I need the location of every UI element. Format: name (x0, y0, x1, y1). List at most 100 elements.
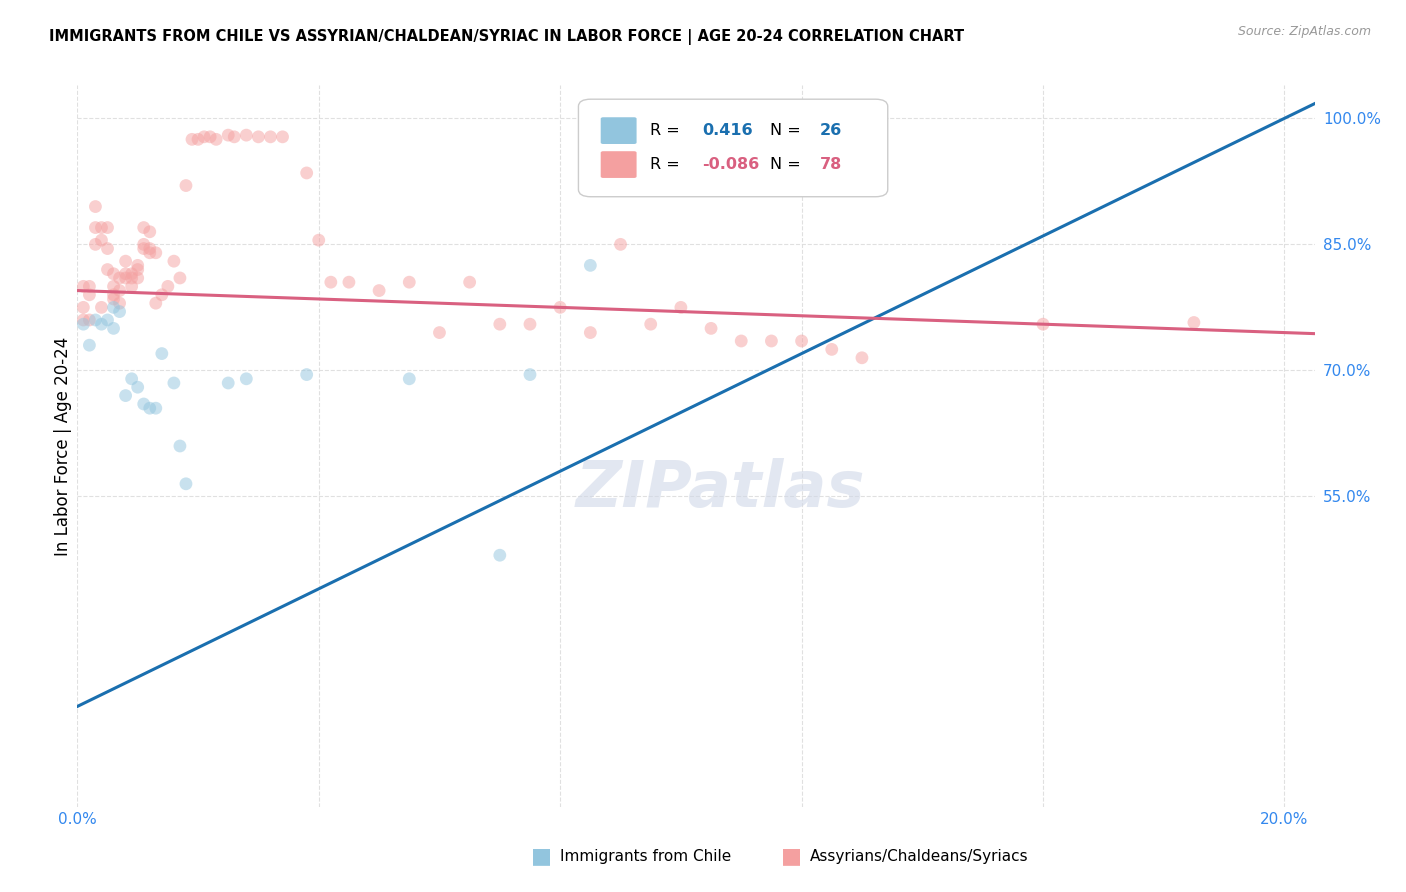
Point (181, 132, 204, 146)
Point (103, 321, 125, 335)
Point (761, 334, 783, 348)
Point (79, 279, 101, 293)
Point (132, 220, 155, 235)
Point (519, 317, 541, 331)
Point (96, 313, 118, 327)
Point (319, 275, 342, 289)
Point (103, 301, 125, 315)
Point (79, 313, 101, 327)
Point (72, 317, 94, 331)
Point (851, 351, 873, 365)
Point (127, 271, 149, 285)
Point (90, 220, 112, 235)
Point (193, 129, 215, 144)
Point (821, 343, 844, 357)
Text: N =: N = (770, 123, 806, 137)
Point (488, 548, 510, 562)
Point (235, 128, 257, 143)
Point (235, 372, 257, 386)
Point (84, 220, 107, 235)
Text: 26: 26 (820, 123, 842, 137)
Point (150, 346, 173, 360)
Point (398, 275, 420, 289)
Point (730, 334, 752, 348)
Text: R =: R = (650, 157, 685, 172)
Point (519, 368, 541, 382)
Point (187, 132, 209, 146)
Point (156, 279, 179, 293)
Point (127, 262, 149, 277)
Point (247, 129, 270, 144)
Point (669, 301, 692, 315)
Point (429, 326, 451, 340)
Text: Immigrants from Chile: Immigrants from Chile (560, 849, 731, 863)
Point (163, 254, 186, 268)
Point (90, 233, 112, 247)
Point (174, 178, 197, 193)
Point (198, 129, 221, 144)
Point (368, 284, 391, 298)
Point (103, 279, 125, 293)
Point (308, 233, 330, 247)
Text: N =: N = (770, 157, 806, 172)
Point (79, 287, 101, 301)
Point (217, 376, 239, 390)
Point (96, 242, 118, 256)
Text: ■: ■ (531, 847, 551, 866)
Point (224, 129, 246, 144)
Point (640, 317, 662, 331)
FancyBboxPatch shape (578, 99, 887, 197)
Point (579, 259, 602, 273)
Point (79, 338, 101, 352)
Point (217, 128, 239, 143)
Point (72, 301, 94, 315)
Point (84, 313, 107, 327)
Text: IMMIGRANTS FROM CHILE VS ASSYRIAN/CHALDEAN/SYRIAC IN LABOR FORCE | AGE 20-24 COR: IMMIGRANTS FROM CHILE VS ASSYRIAN/CHALDE… (49, 29, 965, 45)
Point (72, 279, 94, 293)
Point (579, 326, 602, 340)
Point (108, 284, 131, 298)
Point (103, 267, 125, 281)
Text: ZIPatlas: ZIPatlas (576, 458, 866, 520)
Point (121, 279, 143, 293)
Point (609, 237, 631, 252)
Point (398, 372, 420, 386)
Point (205, 132, 228, 146)
Point (271, 129, 294, 144)
Point (84, 237, 107, 252)
Point (295, 368, 318, 382)
FancyBboxPatch shape (600, 117, 637, 144)
Point (548, 301, 571, 315)
Point (90, 317, 112, 331)
Point (114, 271, 136, 285)
Text: -0.086: -0.086 (702, 157, 759, 172)
Point (114, 388, 136, 402)
Point (84, 200, 107, 214)
Point (132, 237, 155, 252)
Point (163, 376, 186, 390)
Point (488, 317, 510, 331)
Point (790, 334, 813, 348)
Point (169, 439, 191, 453)
Point (121, 372, 143, 386)
Point (108, 296, 131, 310)
Point (150, 287, 173, 301)
FancyBboxPatch shape (600, 152, 637, 178)
Text: 78: 78 (820, 157, 842, 172)
Point (72, 313, 94, 327)
Point (337, 275, 360, 289)
Point (139, 242, 162, 256)
Point (127, 259, 149, 273)
Point (145, 401, 167, 416)
Point (169, 271, 191, 285)
Y-axis label: In Labor Force | Age 20-24: In Labor Force | Age 20-24 (55, 336, 73, 556)
Point (108, 304, 131, 318)
Text: Source: ZipAtlas.com: Source: ZipAtlas.com (1237, 25, 1371, 38)
Point (103, 287, 125, 301)
Point (121, 267, 143, 281)
Point (96, 220, 118, 235)
Point (145, 296, 167, 310)
Point (121, 271, 143, 285)
Point (458, 275, 481, 289)
Point (295, 166, 318, 180)
